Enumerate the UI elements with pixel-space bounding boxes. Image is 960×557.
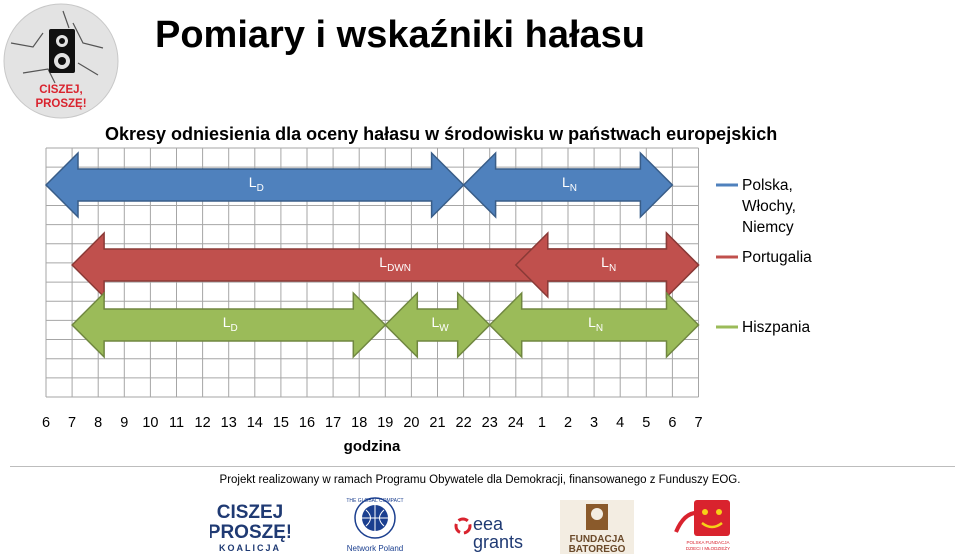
x-tick-label: 21 [429, 415, 445, 431]
bar-label: LW [432, 314, 450, 334]
bar-arrow [514, 231, 700, 299]
x-tick-label: 8 [94, 415, 102, 431]
x-tick-label: 10 [142, 415, 158, 431]
footer-text: Projekt realizowany w ramach Programu Ob… [219, 474, 741, 486]
svg-text:Network Poland: Network Poland [347, 544, 403, 553]
ciszej-prosze-logo: CISZEJ, PROSZĘ! [3, 3, 119, 119]
x-tick-label: 3 [590, 415, 598, 431]
page-title: Pomiary i wskaźniki hałasu [155, 14, 645, 56]
chart-legend: Polska, Włochy, Niemcy Portugalia Hiszpania [716, 177, 812, 336]
global-compact-logo: THE GLOBAL COMPACT Network Poland [346, 497, 404, 553]
bar-arrow [462, 151, 674, 219]
x-tick-label: 6 [668, 415, 676, 431]
x-tick-label: 12 [195, 415, 211, 431]
pfdim-logo: POLSKA FUNDACJA DZIECI I MŁODZIEŻY [674, 500, 730, 551]
legend-label: Hiszpania [742, 319, 810, 336]
fundacja-batorego-logo: FUNDACJA BATOREGO [560, 500, 634, 554]
bar-label: LN [601, 254, 616, 274]
x-tick-label: 15 [273, 415, 289, 431]
bar-label: LN [562, 174, 577, 194]
x-tick-label: 18 [351, 415, 367, 431]
x-tick-label: 9 [120, 415, 128, 431]
x-tick-label: 4 [616, 415, 624, 431]
x-tick-label: 7 [694, 415, 702, 431]
svg-text:CISZEJ: CISZEJ [217, 502, 284, 523]
legend-label: Włochy, [742, 198, 796, 215]
chart-title: Okresy odniesienia dla oceny hałasu w śr… [105, 124, 778, 144]
svg-text:CISZEJ,: CISZEJ, [39, 84, 82, 96]
legend-label: Portugalia [742, 249, 812, 266]
x-axis-label: godzina [344, 438, 401, 455]
chart-bar-labels: LD LN LDWN LN LD LW LN [223, 174, 616, 334]
x-tick-label: 22 [456, 415, 472, 431]
x-tick-label: 16 [299, 415, 315, 431]
chart-x-ticks: 6 7 8 9 10 11 12 13 14 15 16 17 18 19 20 21 22 23 24 1 2 3 4 5 6… [42, 415, 703, 431]
svg-text:KOALICJA: KOALICJA [219, 543, 281, 553]
svg-text:POLSKA FUNDACJA: POLSKA FUNDACJA [686, 540, 729, 545]
svg-text:PROSZĘ!: PROSZĘ! [210, 522, 290, 543]
speaker-icon [49, 29, 75, 73]
x-tick-label: 14 [247, 415, 263, 431]
x-tick-label: 2 [564, 415, 572, 431]
x-tick-label: 19 [377, 415, 393, 431]
chart-bars [44, 151, 700, 359]
bar-arrow [488, 291, 700, 359]
eea-grants-logo: eea grants [454, 514, 523, 552]
svg-text:grants: grants [473, 532, 523, 552]
footer-divider [10, 466, 955, 467]
x-tick-label: 6 [42, 415, 50, 431]
x-tick-label: 5 [642, 415, 650, 431]
x-tick-label: 7 [68, 415, 76, 431]
svg-text:FUNDACJA: FUNDACJA [570, 534, 625, 545]
x-tick-label: 1 [538, 415, 546, 431]
svg-text:eea: eea [473, 514, 504, 534]
x-tick-label: 17 [325, 415, 341, 431]
bar-label: LD [223, 314, 238, 334]
x-tick-label: 20 [403, 415, 419, 431]
koalicja-logo: CISZEJ PROSZĘ! KOALICJA [210, 502, 290, 553]
svg-text:THE GLOBAL COMPACT: THE GLOBAL COMPACT [346, 498, 403, 504]
svg-text:DZIECI I MŁODZIEŻY: DZIECI I MŁODZIEŻY [686, 545, 730, 551]
svg-text:PROSZĘ!: PROSZĘ! [35, 98, 86, 110]
legend-label: Niemcy [742, 219, 794, 236]
bar-label: LN [588, 314, 603, 334]
bar-label: LDWN [379, 254, 411, 274]
x-tick-label: 13 [221, 415, 237, 431]
x-tick-label: 23 [482, 415, 498, 431]
bar-label: LD [249, 174, 264, 194]
x-tick-label: 11 [169, 415, 184, 431]
x-tick-label: 24 [508, 415, 524, 431]
legend-label: Polska, [742, 177, 793, 194]
svg-text:BATOREGO: BATOREGO [569, 544, 626, 554]
